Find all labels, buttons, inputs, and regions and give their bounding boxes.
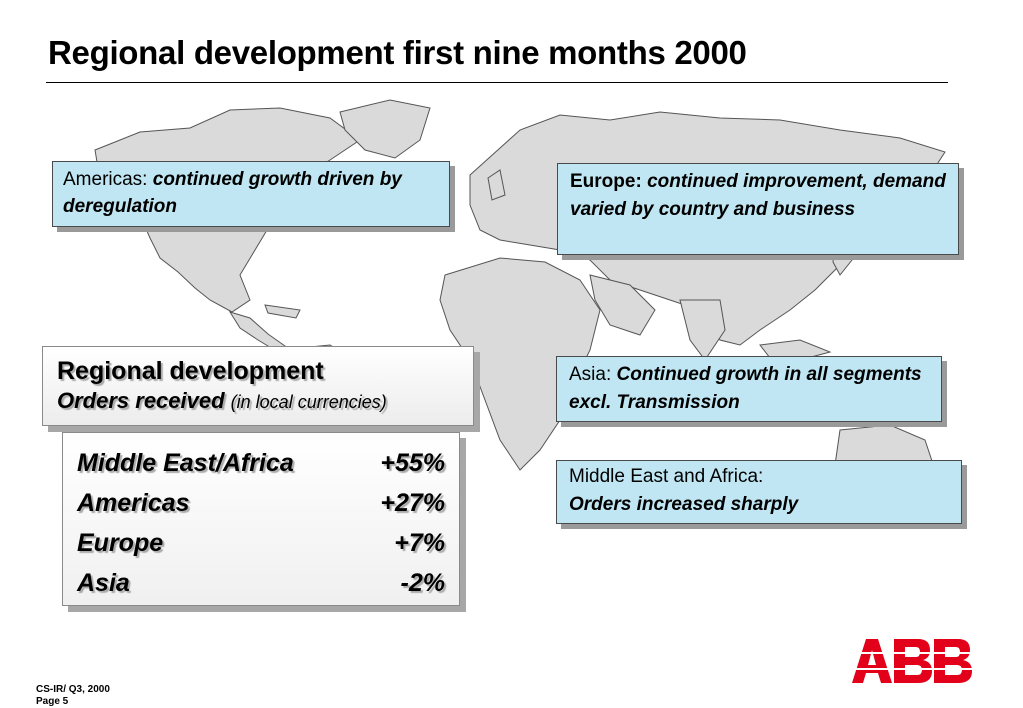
map-caribbean — [264, 304, 301, 319]
region-label: Asia — [77, 568, 130, 597]
callout-mea-lead: Middle East and Africa: — [569, 466, 764, 487]
region-label: Americas — [77, 488, 190, 517]
footer-line-2: Page 5 — [36, 696, 69, 707]
callout-middle-east-africa: Middle East and Africa: Orders increased… — [556, 460, 962, 524]
table-row: Middle East/Africa +55% — [77, 443, 445, 483]
table-row: Europe +7% — [77, 523, 445, 563]
map-uk — [487, 169, 506, 201]
panel-subheading: Orders received — [57, 388, 225, 413]
regional-panel-table: Middle East/Africa +55% Americas +27% Eu… — [62, 432, 460, 606]
table-row: Americas +27% — [77, 483, 445, 523]
panel-subheading-line: Orders received (in local currencies) — [57, 387, 459, 416]
page-title: Regional development first nine months 2… — [48, 34, 747, 71]
callout-asia: Asia: Continued growth in all segments e… — [556, 356, 942, 422]
abb-logo — [850, 639, 972, 683]
callout-americas-lead: Americas: — [63, 169, 153, 190]
title-divider — [46, 82, 948, 83]
map-greenland — [339, 99, 431, 159]
region-value: +7% — [394, 528, 445, 557]
panel-heading: Regional development — [57, 357, 324, 385]
map-arabia — [589, 274, 656, 336]
regional-panel-header: Regional development Orders received (in… — [42, 346, 474, 426]
callout-americas-text: continued growth driven by deregulation — [63, 169, 402, 217]
region-label: Middle East/Africa — [77, 448, 294, 477]
region-value: +27% — [380, 488, 445, 517]
callout-americas: Americas: continued growth driven by der… — [52, 161, 450, 227]
callout-europe: Europe: continued improvement, demand va… — [557, 163, 959, 255]
panel-note: (in local currencies) — [230, 392, 387, 412]
region-value: +55% — [380, 448, 445, 477]
table-row: Asia -2% — [77, 563, 445, 603]
footer-line-1: CS-IR/ Q3, 2000 — [36, 684, 110, 695]
region-label: Europe — [77, 528, 164, 557]
callout-mea-text: Orders increased sharply — [569, 494, 799, 515]
region-value: -2% — [400, 568, 445, 597]
footer: CS-IR/ Q3, 2000 Page 5 — [36, 684, 110, 708]
callout-asia-lead: Asia: — [569, 364, 617, 385]
map-india — [679, 299, 726, 361]
callout-asia-text: Continued growth in all segments excl. T… — [569, 364, 922, 413]
callout-europe-text: continued improvement, demand varied by … — [570, 171, 946, 220]
callout-europe-lead: Europe: — [570, 171, 648, 192]
